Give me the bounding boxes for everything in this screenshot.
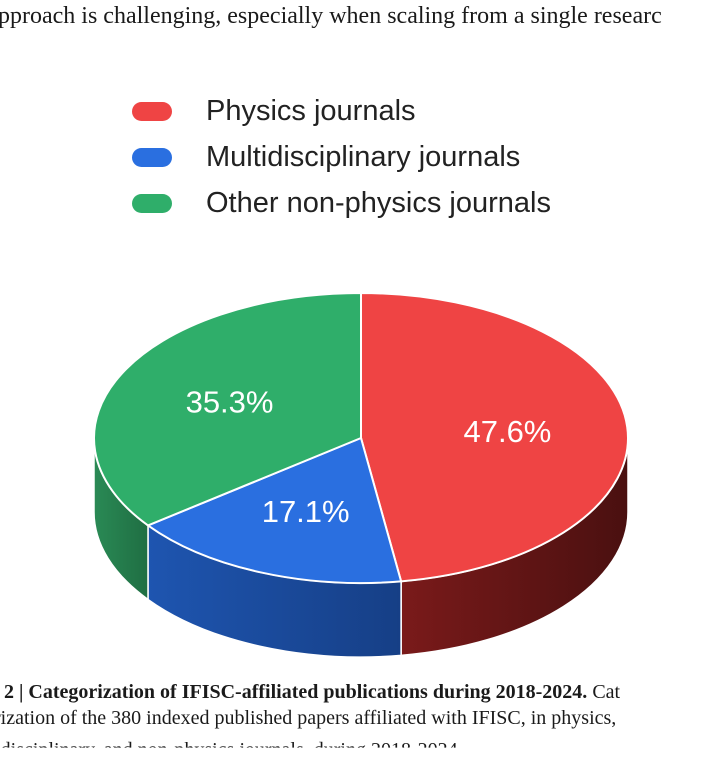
pie-label-physics: 47.6% <box>463 414 551 449</box>
body-text-top: pproach is challenging, especially when … <box>0 3 662 29</box>
caption-label: g. 2 | Categorization of IFISC-affiliate… <box>0 681 588 703</box>
legend-swatch-multidisciplinary <box>132 147 172 167</box>
legend-item-multidisciplinary: Multidisciplinary journals <box>132 134 551 180</box>
legend-label-physics: Physics journals <box>206 94 416 127</box>
chart-legend: Physics journals Multidisciplinary journ… <box>132 88 551 226</box>
pie-slice-physics <box>360 291 629 583</box>
legend-label-multidisciplinary: Multidisciplinary journals <box>206 140 521 173</box>
legend-item-physics: Physics journals <box>132 88 551 134</box>
figure-caption: g. 2 | Categorization of IFISC-affiliate… <box>0 680 721 732</box>
pie-value-labels: 47.6% 17.1% 35.3% <box>186 384 552 528</box>
legend-swatch-physics <box>132 101 172 121</box>
caption-line1-rest: Cat <box>587 681 621 703</box>
pie-label-other: 35.3% <box>186 384 274 419</box>
caption-line-1: g. 2 | Categorization of IFISC-affiliate… <box>0 680 721 706</box>
pie-slices <box>93 291 629 584</box>
pie-label-multidisciplinary: 17.1% <box>262 494 350 529</box>
legend-swatch-other <box>132 193 172 213</box>
caption-line-3: ltidisciplinary, and non-physics journal… <box>0 739 463 761</box>
legend-label-other: Other non-physics journals <box>206 186 551 219</box>
pie-slice-other <box>93 291 362 527</box>
legend-item-other: Other non-physics journals <box>132 180 551 226</box>
pie-slice-multidisciplinary <box>145 436 403 584</box>
caption-line-2: orization of the 380 indexed published p… <box>0 707 617 729</box>
